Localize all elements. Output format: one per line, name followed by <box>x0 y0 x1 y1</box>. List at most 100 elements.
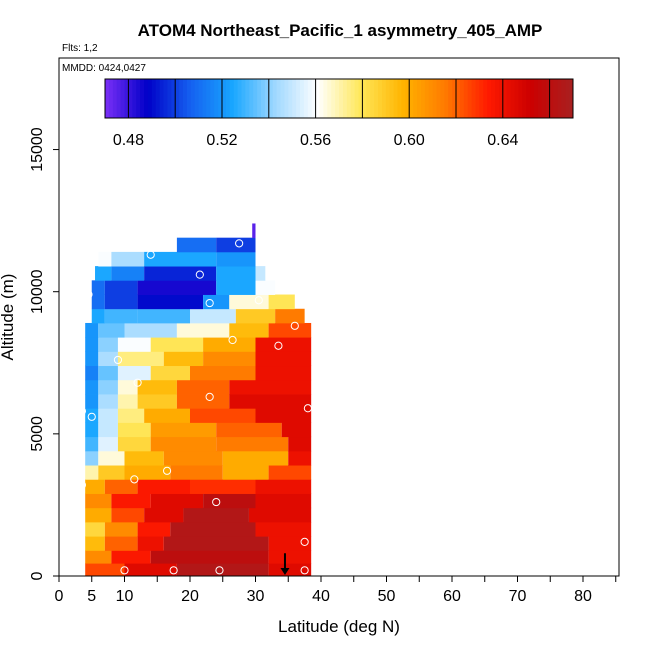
colorbar-segment <box>241 79 246 118</box>
colorbar-segment <box>537 79 543 118</box>
heatmap-cell <box>137 294 204 310</box>
sample-point <box>205 298 214 308</box>
colorbar-segment <box>288 79 293 118</box>
colorbar-segment <box>233 79 239 118</box>
colorbar-segment <box>253 79 258 118</box>
heatmap-cell <box>255 521 312 537</box>
colorbar-segment <box>452 79 457 118</box>
sample-point <box>235 239 244 248</box>
x-tick-label: 0 <box>55 588 64 605</box>
colorbar-segment <box>124 79 129 118</box>
y-tick-label: 5000 <box>29 416 46 452</box>
colorbar-segment <box>440 79 445 118</box>
colorbar-segment <box>186 79 192 118</box>
heatmap-cell <box>255 408 312 423</box>
heatmap-cell <box>144 251 217 267</box>
colorbar-segment <box>526 79 531 118</box>
heatmap-cell <box>117 365 151 381</box>
colorbar-segment <box>436 79 441 118</box>
heatmap-cell <box>150 422 217 438</box>
heatmap-cell <box>288 450 312 466</box>
heatmap-cell <box>98 450 125 466</box>
sample-point <box>169 566 178 575</box>
x-tick-label: 30 <box>247 588 265 605</box>
heatmap-cell <box>229 379 312 395</box>
y-tick-label: 10000 <box>29 269 46 314</box>
heatmap-cell <box>150 493 204 509</box>
colorbar-segment <box>339 79 344 118</box>
heatmap-cell <box>235 308 276 324</box>
colorbar-segment <box>541 79 547 118</box>
heatmap-cell <box>85 493 112 509</box>
colorbar-segment <box>194 79 200 118</box>
heatmap-cell <box>216 251 256 267</box>
heatmap-cell <box>203 351 256 367</box>
heatmap-cell <box>268 563 312 577</box>
colorbar-segment <box>506 79 512 118</box>
colorbar-segment <box>502 79 508 118</box>
colorbar-segment <box>292 79 297 118</box>
sample-point <box>300 566 309 575</box>
colorbar-segment <box>483 79 488 118</box>
heatmap-cell <box>137 379 177 395</box>
colorbar-segment <box>327 79 332 118</box>
colorbar-segment <box>163 79 168 118</box>
heatmap-cell <box>203 493 256 509</box>
colorbar-segment <box>159 79 164 118</box>
heatmap-cell <box>190 408 256 423</box>
sample-point <box>84 290 93 299</box>
heatmap-cell <box>268 322 312 338</box>
colorbar-segment <box>237 79 242 118</box>
heatmap-cell <box>137 308 190 324</box>
colorbar-segment <box>245 79 250 118</box>
colorbar-segment <box>222 79 227 118</box>
dates-label: MMDD: 0424,0427 <box>62 63 146 74</box>
heatmap-cell <box>216 266 256 281</box>
x-tick-label: 60 <box>443 588 461 605</box>
colorbar-segment <box>190 79 196 118</box>
heatmap-cell <box>85 450 99 466</box>
heatmap-cell <box>203 294 230 310</box>
colorbar-segment <box>147 79 153 118</box>
heatmap-cell <box>255 337 312 352</box>
colorbar-segment <box>417 79 422 118</box>
colorbar-segment <box>198 79 203 118</box>
heatmap-cell <box>85 436 99 452</box>
colorbar-segment <box>303 79 309 118</box>
colorbar-segment <box>424 79 430 118</box>
heatmap-cell <box>98 422 118 438</box>
colorbar-segment <box>467 79 473 118</box>
colorbar-segment <box>206 79 211 118</box>
colorbar-segment <box>307 79 313 118</box>
heatmap-cell <box>85 351 99 367</box>
arrow-head <box>280 568 290 575</box>
heatmap-cell <box>117 436 151 452</box>
colorbar-segment <box>136 79 141 118</box>
sample-point <box>212 497 221 507</box>
heatmap-cell <box>85 379 99 395</box>
colorbar-segment <box>393 79 398 118</box>
colorbar-segment <box>116 79 122 118</box>
colorbar-segment <box>405 79 410 118</box>
heatmap-cell <box>85 422 99 438</box>
colorbar-segment <box>311 79 317 118</box>
sample-point <box>300 537 309 546</box>
y-tick-label: 0 <box>29 571 46 580</box>
heatmap-cell <box>98 408 118 423</box>
heatmap-cell <box>203 337 256 352</box>
heatmap-cell <box>229 322 269 338</box>
sample-point <box>133 378 142 387</box>
heatmap-cell <box>98 465 125 480</box>
heatmap-cell <box>85 365 99 381</box>
colorbar-segment <box>315 79 320 118</box>
heatmap-cell <box>104 536 138 551</box>
heatmap-cell <box>98 337 118 352</box>
heatmap-cell <box>255 479 312 494</box>
sample-point <box>146 250 155 259</box>
colorbar-segment <box>284 79 289 118</box>
heatmap-cell <box>98 251 112 267</box>
heatmap-cell <box>98 394 118 409</box>
colorbar-segment <box>428 79 434 118</box>
colorbar-segment <box>549 79 554 118</box>
heatmap-cell <box>98 379 118 395</box>
